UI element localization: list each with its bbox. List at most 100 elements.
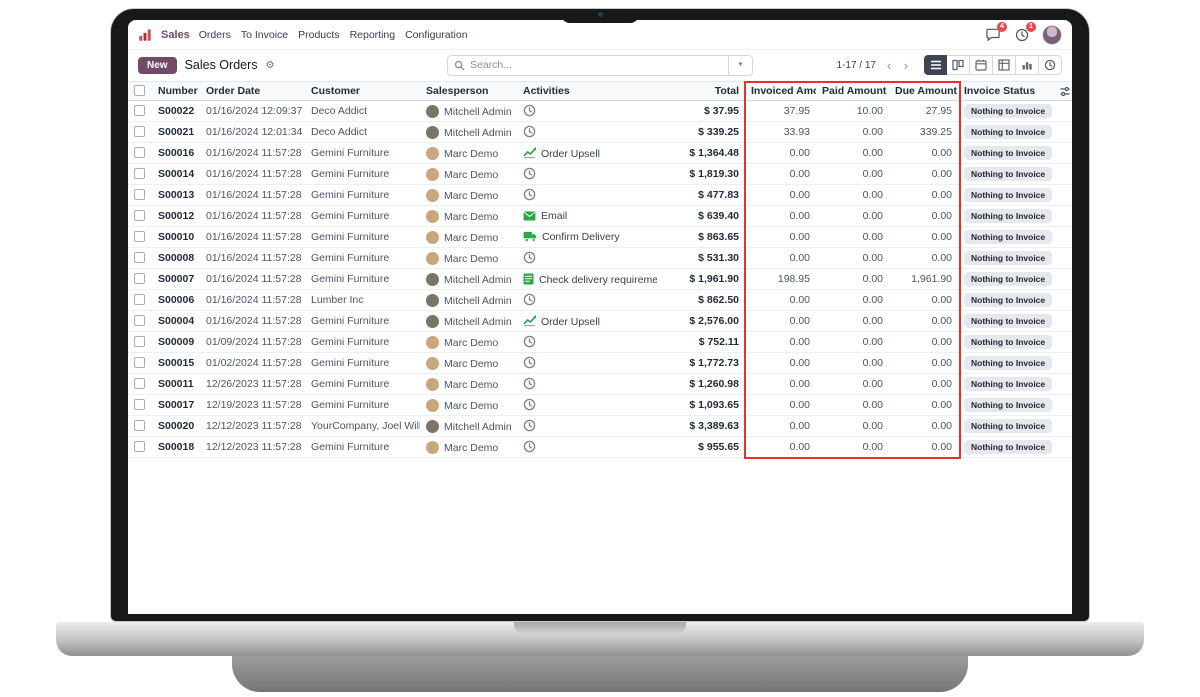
pager-next-button[interactable]: › xyxy=(899,59,913,72)
optional-columns-icon[interactable] xyxy=(1060,86,1070,97)
due-amount: 339.25 xyxy=(889,121,958,143)
search-bar[interactable]: Search... ▼ xyxy=(447,54,753,76)
search-dropdown-toggle[interactable]: ▼ xyxy=(728,55,752,75)
column-header-salesperson[interactable]: Salesperson xyxy=(420,81,517,101)
row-checkbox[interactable] xyxy=(134,210,145,221)
clock-activity-icon[interactable] xyxy=(523,419,536,432)
salesperson-cell: Marc Demo xyxy=(420,247,517,269)
table-row[interactable]: S00006 01/16/2024 11:57:28 Lumber Inc Mitch… xyxy=(128,289,1072,311)
row-checkbox[interactable] xyxy=(134,441,145,452)
column-header-invoice-status[interactable]: Invoice Status xyxy=(958,81,1058,101)
customer-name: Deco Addict xyxy=(305,100,420,122)
select-all-checkbox[interactable] xyxy=(134,85,145,96)
table-row[interactable]: S00012 01/16/2024 11:57:28 Gemini Furnitur… xyxy=(128,205,1072,227)
activity-view-button[interactable] xyxy=(1039,55,1062,75)
total-amount: $ 862.50 xyxy=(657,289,745,311)
row-checkbox[interactable] xyxy=(134,147,145,158)
column-header-order-date[interactable]: Order Date xyxy=(200,81,305,101)
order-date: 01/16/2024 11:57:28 xyxy=(200,226,305,248)
row-checkbox[interactable] xyxy=(134,252,145,263)
total-amount: $ 1,961.90 xyxy=(657,268,745,290)
row-checkbox[interactable] xyxy=(134,315,145,326)
row-checkbox[interactable] xyxy=(134,357,145,368)
table-row[interactable]: S00021 01/16/2024 12:01:34 Deco Addict Mitc… xyxy=(128,121,1072,143)
clock-activity-icon[interactable] xyxy=(523,356,536,369)
nav-app-sales[interactable]: Sales xyxy=(161,28,190,41)
clock-activity-icon[interactable] xyxy=(523,104,536,117)
table-row[interactable]: S00013 01/16/2024 11:57:28 Gemini Furnitur… xyxy=(128,184,1072,206)
menu-configuration[interactable]: Configuration xyxy=(405,28,468,41)
column-header-customer[interactable]: Customer xyxy=(305,81,420,101)
column-header-activities[interactable]: Activities xyxy=(517,81,657,101)
row-checkbox[interactable] xyxy=(134,273,145,284)
row-checkbox[interactable] xyxy=(134,231,145,242)
checklist-activity-icon[interactable] xyxy=(523,273,534,285)
paid-amount: 0.00 xyxy=(816,247,889,269)
column-header-number[interactable]: Number xyxy=(152,81,200,101)
table-row[interactable]: S00004 01/16/2024 11:57:28 Gemini Furnitur… xyxy=(128,310,1072,332)
delivery-activity-icon[interactable] xyxy=(523,231,537,242)
row-checkbox[interactable] xyxy=(134,336,145,347)
calendar-view-button[interactable] xyxy=(970,55,993,75)
table-row[interactable]: S00017 12/19/2023 11:57:28 Gemini Furnitur… xyxy=(128,394,1072,416)
clock-activity-icon[interactable] xyxy=(523,293,536,306)
list-view-button[interactable] xyxy=(924,55,947,75)
table-row[interactable]: S00016 01/16/2024 11:57:28 Gemini Furnitur… xyxy=(128,142,1072,164)
clock-activity-icon[interactable] xyxy=(523,188,536,201)
messages-icon[interactable]: 4 xyxy=(984,21,1007,43)
user-avatar[interactable] xyxy=(1042,24,1062,45)
pager-previous-button[interactable]: ‹ xyxy=(882,59,896,72)
clock-activity-icon[interactable] xyxy=(523,125,536,138)
invoice-status-badge: Nothing to Invoice xyxy=(964,104,1053,118)
clock-activity-icon[interactable] xyxy=(523,251,536,264)
customer-name: Gemini Furniture xyxy=(305,205,420,227)
menu-to-invoice[interactable]: To Invoice xyxy=(240,28,289,41)
row-checkbox[interactable] xyxy=(134,105,145,116)
row-checkbox[interactable] xyxy=(134,399,145,410)
activities-badge: 1 xyxy=(1026,21,1036,32)
sales-app-icon[interactable] xyxy=(138,28,152,42)
clock-activity-icon[interactable] xyxy=(523,167,536,180)
control-panel: New Sales Orders ⚙ Search... ▼ 1-17 / 17… xyxy=(128,52,1072,78)
row-checkbox[interactable] xyxy=(134,126,145,137)
row-checkbox[interactable] xyxy=(134,168,145,179)
table-row[interactable]: S00010 01/16/2024 11:57:28 Gemini Furnitur… xyxy=(128,226,1072,248)
table-row[interactable]: S00009 01/09/2024 11:57:28 Gemini Furnitur… xyxy=(128,331,1072,353)
row-checkbox[interactable] xyxy=(134,378,145,389)
column-header-paid-amount[interactable]: Paid Amount xyxy=(816,81,889,101)
menu-products[interactable]: Products xyxy=(298,28,340,41)
activity-label: Order Upsell xyxy=(541,147,600,160)
menu-orders[interactable]: Orders xyxy=(198,28,231,41)
clock-activity-icon[interactable] xyxy=(523,440,536,453)
table-row[interactable]: S00011 12/26/2023 11:57:28 Gemini Furnitur… xyxy=(128,373,1072,395)
kanban-view-button[interactable] xyxy=(947,55,970,75)
table-row[interactable]: S00014 01/16/2024 11:57:28 Gemini Furnitur… xyxy=(128,163,1072,185)
action-gear-icon[interactable]: ⚙ xyxy=(265,59,275,71)
row-checkbox[interactable] xyxy=(134,420,145,431)
clock-activity-icon[interactable] xyxy=(523,377,536,390)
upsell-activity-icon[interactable] xyxy=(523,147,536,159)
row-checkbox[interactable] xyxy=(134,189,145,200)
paid-amount: 0.00 xyxy=(816,268,889,290)
row-checkbox[interactable] xyxy=(134,294,145,305)
table-row[interactable]: S00020 12/12/2023 11:57:28 YourCompany, Jo… xyxy=(128,415,1072,437)
clock-activity-icon[interactable] xyxy=(523,335,536,348)
pivot-view-button[interactable] xyxy=(993,55,1016,75)
table-row[interactable]: S00018 12/12/2023 11:57:28 Gemini Furnitur… xyxy=(128,436,1072,458)
menu-reporting[interactable]: Reporting xyxy=(349,28,396,41)
new-button[interactable]: New xyxy=(138,56,177,74)
table-row[interactable]: S00015 01/02/2024 11:57:28 Gemini Furnitur… xyxy=(128,352,1072,374)
column-header-total[interactable]: Total xyxy=(657,81,745,101)
table-row[interactable]: S00008 01/16/2024 11:57:28 Gemini Furnitur… xyxy=(128,247,1072,269)
column-header-invoiced-amount[interactable]: Invoiced Amount xyxy=(745,81,816,101)
invoiced-amount: 0.00 xyxy=(745,310,816,332)
upsell-activity-icon[interactable] xyxy=(523,315,536,327)
clock-activity-icon[interactable] xyxy=(523,398,536,411)
table-row[interactable]: S00022 01/16/2024 12:09:37 Deco Addict Mitc… xyxy=(128,100,1072,122)
email-activity-icon[interactable] xyxy=(523,211,536,221)
table-row[interactable]: S00007 01/16/2024 11:57:28 Gemini Furnitur… xyxy=(128,268,1072,290)
column-header-due-amount[interactable]: Due Amount xyxy=(889,81,958,101)
activities-icon[interactable]: 1 xyxy=(1013,21,1036,43)
invoice-status-badge: Nothing to Invoice xyxy=(964,356,1053,370)
graph-view-button[interactable] xyxy=(1016,55,1039,75)
